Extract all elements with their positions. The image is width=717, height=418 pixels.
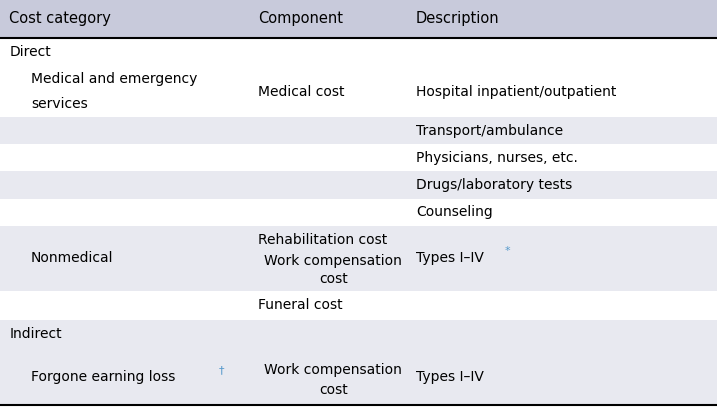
Text: Physicians, nurses, etc.: Physicians, nurses, etc. xyxy=(416,151,578,165)
Text: Cost category: Cost category xyxy=(9,11,111,26)
Text: Work compensation: Work compensation xyxy=(265,364,402,377)
Bar xyxy=(0,144,717,171)
Bar xyxy=(0,199,717,226)
Text: Indirect: Indirect xyxy=(9,327,62,342)
Text: Description: Description xyxy=(416,11,500,26)
Bar xyxy=(0,291,717,320)
Text: cost: cost xyxy=(319,272,348,286)
Text: *: * xyxy=(505,246,511,255)
Text: Transport/ambulance: Transport/ambulance xyxy=(416,124,563,138)
Bar xyxy=(0,320,717,349)
Text: services: services xyxy=(31,97,87,112)
Bar xyxy=(0,67,717,117)
Text: Nonmedical: Nonmedical xyxy=(31,251,113,265)
Text: Forgone earning loss: Forgone earning loss xyxy=(31,370,175,384)
Text: Types I–IV: Types I–IV xyxy=(416,251,484,265)
Text: Medical and emergency: Medical and emergency xyxy=(31,72,197,87)
Text: Rehabilitation cost: Rehabilitation cost xyxy=(258,233,387,247)
Bar xyxy=(0,117,717,144)
Text: Drugs/laboratory tests: Drugs/laboratory tests xyxy=(416,178,572,192)
Text: cost: cost xyxy=(319,382,348,397)
Text: Component: Component xyxy=(258,11,343,26)
Text: Hospital inpatient/outpatient: Hospital inpatient/outpatient xyxy=(416,85,616,99)
Bar xyxy=(0,349,717,405)
Text: Types I–IV: Types I–IV xyxy=(416,370,484,384)
Text: Medical cost: Medical cost xyxy=(258,85,345,99)
Text: Direct: Direct xyxy=(9,45,51,59)
Text: Work compensation: Work compensation xyxy=(265,255,402,268)
Bar xyxy=(0,38,717,67)
Bar xyxy=(0,171,717,199)
Text: †: † xyxy=(219,366,224,375)
Text: Funeral cost: Funeral cost xyxy=(258,298,343,312)
Bar xyxy=(0,226,717,291)
Bar xyxy=(0,0,717,38)
Text: Counseling: Counseling xyxy=(416,205,493,219)
